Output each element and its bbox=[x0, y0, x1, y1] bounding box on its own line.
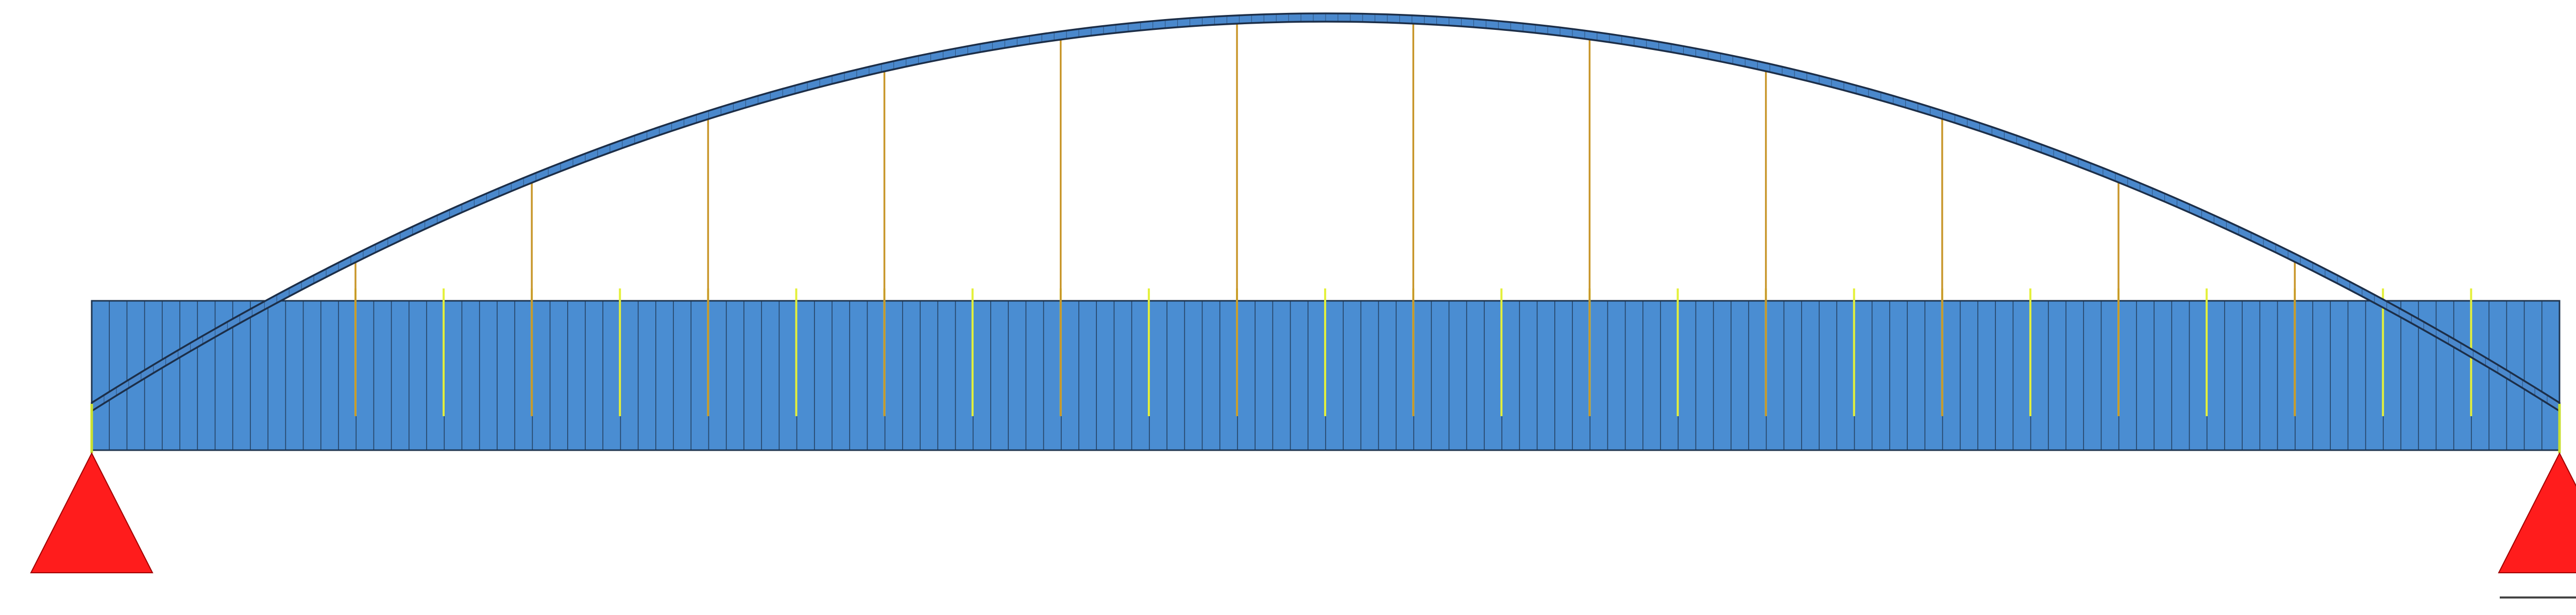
arch-hanger-group bbox=[354, 23, 2296, 416]
left-support-icon bbox=[30, 452, 154, 573]
right-support-icon bbox=[2498, 452, 2576, 573]
support-group bbox=[30, 404, 2576, 573]
